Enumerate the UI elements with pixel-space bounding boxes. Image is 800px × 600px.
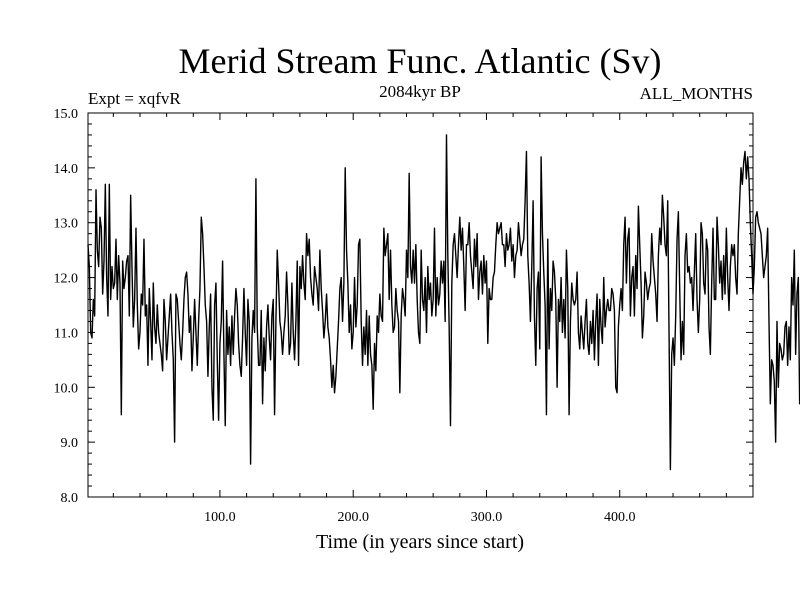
experiment-label: Expt = xqfvR [88, 89, 181, 108]
axis-tick-labels: 8.0 9.0 10.0 11.0 12.0 13.0 14.0 15.0 100.0 200.0… [54, 107, 636, 525]
y-tick-label: 8.0 [61, 491, 79, 506]
y-tick-label: 14.0 [54, 162, 79, 177]
y-tick-label: 12.0 [54, 272, 79, 287]
y-tick-label: 9.0 [61, 436, 79, 451]
x-tick-label: 100.0 [204, 510, 236, 525]
y-tick-label: 11.0 [54, 326, 78, 341]
y-tick-label: 13.0 [54, 217, 79, 232]
series-line [87, 134, 800, 471]
x-tick-label: 400.0 [604, 510, 636, 525]
x-axis-label: Time (in years since start) [316, 531, 524, 553]
y-tick-label: 10.0 [54, 381, 79, 396]
plot-frame [87, 112, 754, 498]
y-tick-label: 15.0 [54, 107, 79, 122]
chart-title: Merid Stream Func. Atlantic (Sv) [179, 41, 662, 81]
x-tick-label: 300.0 [471, 510, 503, 525]
period-label: 2084kyr BP [379, 82, 461, 101]
months-label: ALL_MONTHS [640, 84, 753, 103]
x-tick-label: 200.0 [337, 510, 369, 525]
series-group [87, 134, 800, 471]
